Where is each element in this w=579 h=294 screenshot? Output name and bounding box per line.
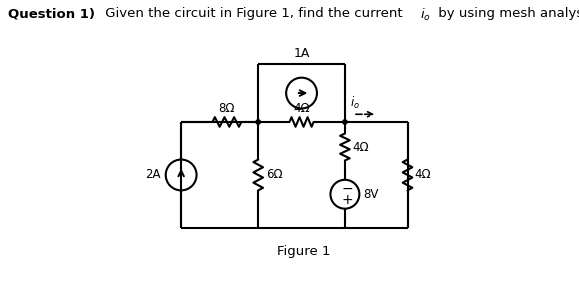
Text: $\mathit{i_o}$: $\mathit{i_o}$ — [420, 7, 431, 24]
Text: by using mesh analysis.: by using mesh analysis. — [434, 7, 579, 20]
Text: $\mathit{i_o}$: $\mathit{i_o}$ — [350, 95, 360, 111]
Text: 4Ω: 4Ω — [293, 102, 310, 115]
Text: Given the circuit in Figure 1, find the current: Given the circuit in Figure 1, find the … — [101, 7, 407, 20]
Text: 2A: 2A — [145, 168, 161, 181]
Text: +: + — [342, 193, 353, 208]
Text: 4Ω: 4Ω — [415, 168, 431, 181]
Text: 8V: 8V — [363, 188, 379, 201]
Text: 6Ω: 6Ω — [266, 168, 283, 181]
Text: Figure 1: Figure 1 — [277, 245, 331, 258]
Circle shape — [256, 120, 261, 124]
Text: −: − — [342, 181, 353, 196]
Circle shape — [343, 120, 347, 124]
Text: 1A: 1A — [294, 47, 310, 60]
Text: 4Ω: 4Ω — [352, 141, 369, 153]
Text: Question 1): Question 1) — [8, 7, 94, 20]
Text: 8Ω: 8Ω — [219, 102, 235, 115]
